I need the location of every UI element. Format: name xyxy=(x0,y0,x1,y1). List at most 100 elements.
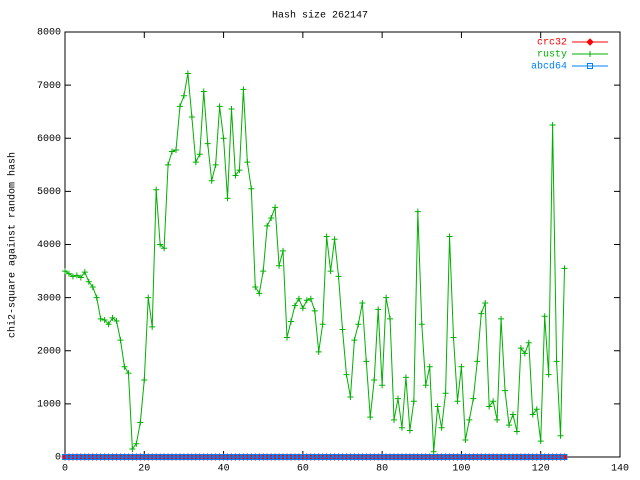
point-marker xyxy=(248,185,255,192)
point-marker xyxy=(509,411,516,418)
point-marker xyxy=(517,454,524,460)
point-marker xyxy=(470,454,477,460)
point-marker xyxy=(89,284,96,290)
point-marker xyxy=(458,454,465,460)
point-marker xyxy=(454,454,461,460)
x-tick-label: 100 xyxy=(452,464,470,475)
point-marker xyxy=(272,454,279,460)
point-marker xyxy=(375,454,382,460)
point-marker xyxy=(549,121,556,128)
point-marker xyxy=(228,454,235,460)
point-marker xyxy=(446,454,453,460)
point-marker xyxy=(244,454,251,460)
point-marker xyxy=(434,454,441,460)
point-marker xyxy=(395,395,401,402)
point-marker xyxy=(303,454,310,460)
point-marker xyxy=(125,454,132,460)
point-marker xyxy=(506,422,512,429)
point-marker xyxy=(398,454,405,460)
y-tick-label: 6000 xyxy=(37,134,61,145)
point-marker xyxy=(351,337,358,344)
point-marker xyxy=(204,454,211,460)
point-marker xyxy=(422,454,429,460)
point-marker xyxy=(173,146,179,153)
point-marker xyxy=(482,299,489,306)
point-marker xyxy=(268,454,275,460)
legend-marker xyxy=(587,63,593,69)
point-marker xyxy=(256,454,263,460)
point-marker xyxy=(62,268,68,275)
point-marker xyxy=(256,290,263,297)
y-tick-label: 2000 xyxy=(37,346,61,357)
point-marker xyxy=(105,321,112,328)
point-marker xyxy=(387,315,394,322)
point-marker xyxy=(252,454,259,460)
point-marker xyxy=(113,318,120,324)
point-marker xyxy=(343,371,350,378)
point-marker xyxy=(529,454,536,460)
point-marker xyxy=(101,316,108,323)
point-marker xyxy=(188,454,195,460)
x-tick-label: 0 xyxy=(62,464,68,475)
point-marker xyxy=(355,454,362,460)
point-marker xyxy=(315,454,322,460)
point-marker xyxy=(494,416,501,423)
point-marker xyxy=(347,454,354,460)
point-marker xyxy=(525,339,532,346)
point-marker xyxy=(474,454,481,460)
point-marker xyxy=(295,454,302,460)
point-marker xyxy=(176,103,183,110)
point-marker xyxy=(418,454,425,460)
point-marker xyxy=(319,321,326,328)
point-marker xyxy=(402,454,409,460)
point-marker xyxy=(272,204,279,211)
point-marker xyxy=(260,268,267,275)
point-marker xyxy=(521,350,528,357)
point-marker xyxy=(327,268,334,275)
point-marker xyxy=(537,454,544,460)
point-marker xyxy=(442,390,449,397)
point-marker xyxy=(287,454,294,460)
point-marker xyxy=(280,247,287,254)
point-marker xyxy=(513,454,520,460)
point-marker xyxy=(77,274,84,281)
point-marker xyxy=(192,159,199,166)
point-marker xyxy=(406,454,413,460)
point-marker xyxy=(188,114,195,120)
point-marker xyxy=(545,454,552,460)
point-marker xyxy=(69,273,76,280)
point-marker xyxy=(494,454,501,460)
point-marker xyxy=(121,363,128,370)
point-marker xyxy=(414,454,421,460)
point-marker xyxy=(438,454,445,460)
point-marker xyxy=(379,454,386,460)
point-marker xyxy=(157,454,164,460)
point-marker xyxy=(311,307,318,314)
point-marker xyxy=(482,454,489,460)
x-tick-label: 80 xyxy=(376,464,388,475)
point-marker xyxy=(216,454,223,460)
point-marker xyxy=(490,398,497,405)
point-marker xyxy=(430,448,437,455)
point-marker xyxy=(379,382,386,389)
point-marker xyxy=(541,454,548,460)
point-marker xyxy=(291,302,298,309)
point-marker xyxy=(121,454,128,460)
y-tick-label: 1000 xyxy=(37,400,61,411)
point-marker xyxy=(450,334,457,341)
point-marker xyxy=(506,454,512,460)
point-marker xyxy=(347,393,354,400)
point-marker xyxy=(169,148,176,155)
point-marker xyxy=(276,262,283,269)
point-marker xyxy=(224,454,231,460)
point-marker xyxy=(383,294,390,301)
point-marker xyxy=(228,106,235,113)
point-marker xyxy=(517,345,524,352)
point-marker xyxy=(525,454,532,460)
point-marker xyxy=(85,278,92,285)
point-marker xyxy=(200,88,207,95)
point-marker xyxy=(466,416,473,423)
point-marker xyxy=(557,432,564,439)
point-marker xyxy=(367,414,374,421)
